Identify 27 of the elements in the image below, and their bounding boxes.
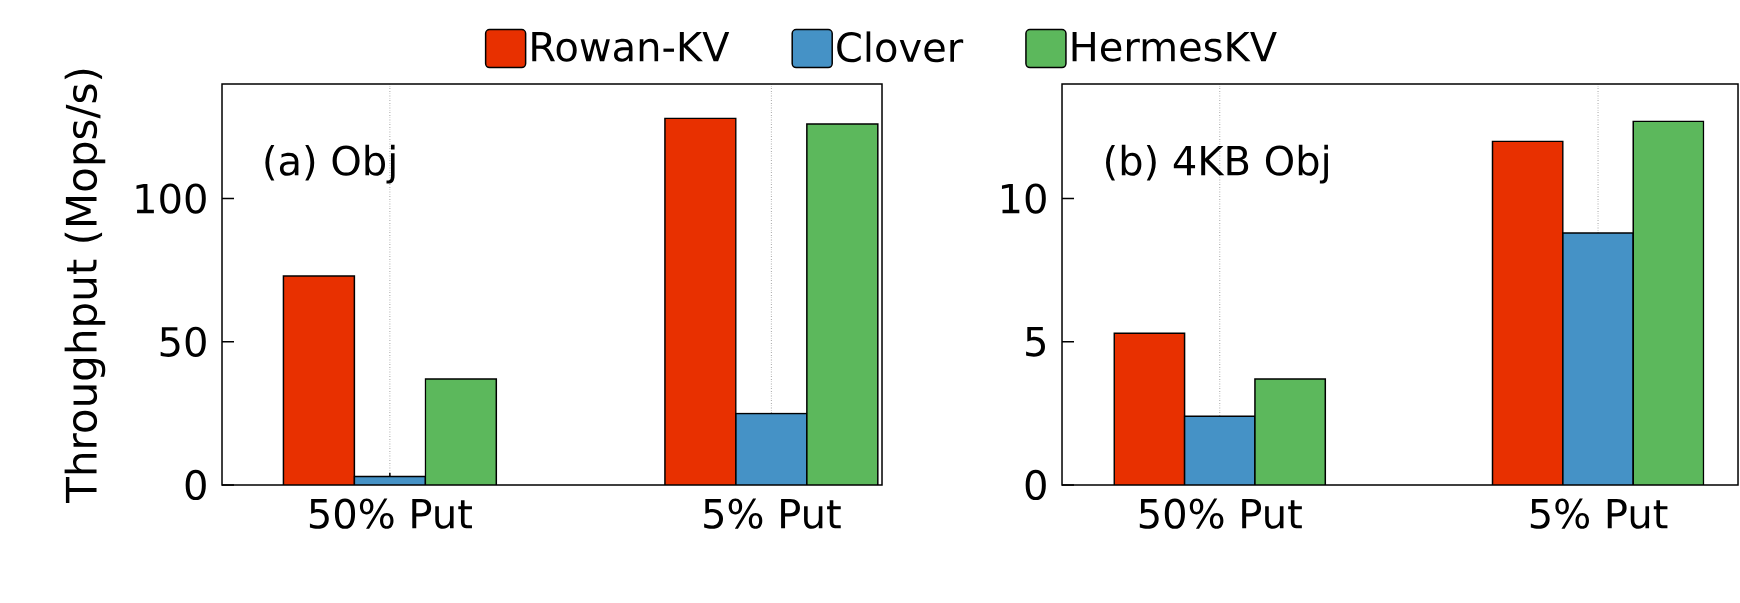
y-axis-title: Throughput (Mops/s) <box>64 69 106 503</box>
annotation: (b) 4KB Obj <box>1106 144 1328 184</box>
y-tick-label: 100 <box>136 183 206 214</box>
bar <box>1632 120 1705 485</box>
legend-label: Clover <box>837 31 964 63</box>
y-tick-label: 0 <box>1025 469 1046 501</box>
legend-label: Rowan-KV <box>532 32 730 62</box>
x-tick-label: 5% Put <box>704 498 841 529</box>
x-tick-label: 50% Put <box>309 498 472 529</box>
bar <box>1183 415 1256 485</box>
annotation: (a) Obj <box>265 144 395 184</box>
y-tick-label: 50 <box>160 326 206 357</box>
bar <box>1562 232 1634 485</box>
bar <box>664 117 737 485</box>
bar <box>806 123 879 485</box>
x-tick-label: 50% Put <box>1139 498 1302 529</box>
legend-label: HermesKV <box>1072 32 1277 62</box>
bar <box>1491 140 1564 485</box>
y-tick-label: 0 <box>185 469 206 501</box>
bar <box>1113 332 1186 485</box>
x-tick-label: 5% Put <box>1530 498 1668 529</box>
bar <box>424 378 498 485</box>
bar <box>735 412 808 485</box>
y-tick-label: 10 <box>1001 183 1046 214</box>
y-tick-label: 5 <box>1026 326 1045 357</box>
bar <box>282 275 356 485</box>
bar <box>1254 378 1327 485</box>
